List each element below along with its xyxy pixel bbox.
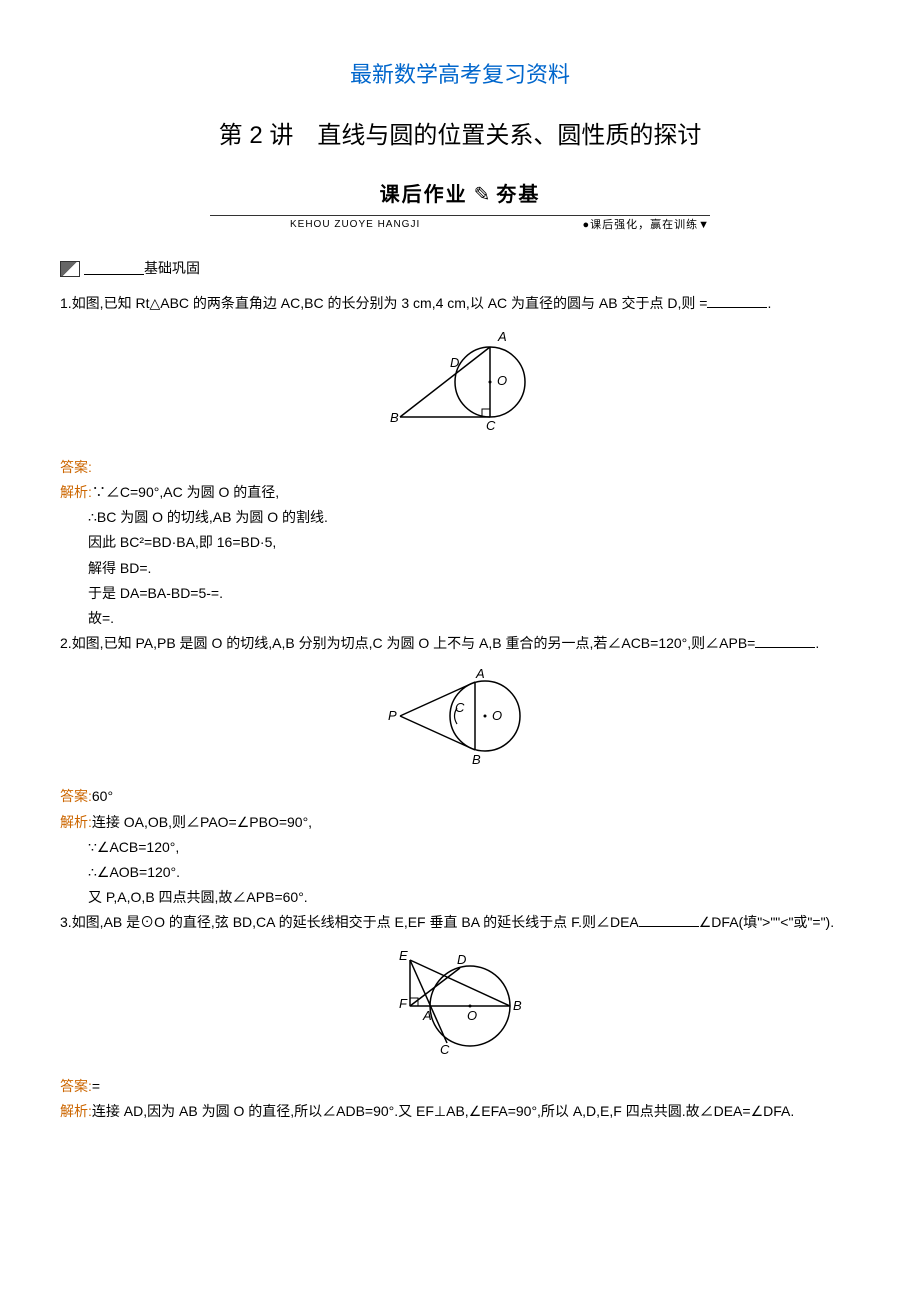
q3-blank	[639, 912, 699, 927]
svg-text:F: F	[399, 996, 408, 1011]
q3-figure: E D F A O B C	[60, 946, 860, 1064]
diameter-chord-icon: E D F A O B C	[375, 946, 545, 1056]
q2-text: 如图,已知 PA,PB 是圆 O 的切线,A,B 分别为切点,C 为圆 O 上不…	[72, 635, 756, 651]
analysis-label: 解析:	[60, 1103, 92, 1119]
svg-text:A: A	[475, 666, 485, 681]
svg-text:O: O	[492, 708, 502, 723]
q1-analysis: 解析:∵∠C=90°,AC 为圆 O 的直径,	[60, 480, 860, 505]
q1-suffix: .	[767, 295, 771, 311]
banner-pinyin: KEHOU ZUOYE HANGJI	[290, 216, 420, 236]
q1-a4: 解得 BD=.	[60, 556, 860, 581]
question-1: 1.如图,已知 Rt△ABC 的两条直角边 AC,BC 的长分别为 3 cm,4…	[60, 291, 860, 316]
main-title: 最新数学高考复习资料	[60, 55, 860, 95]
svg-text:D: D	[457, 952, 466, 967]
svg-text:B: B	[472, 752, 481, 766]
q1-a3: 因此 BC²=BD·BA,即 16=BD·5,	[60, 530, 860, 555]
q3-a1: 连接 AD,因为 AB 为圆 O 的直径,所以∠ADB=90°.又 EF⊥AB,…	[92, 1103, 794, 1119]
svg-text:D: D	[450, 355, 459, 370]
q1-text: 如图,已知 Rt△ABC 的两条直角边 AC,BC 的长分别为 3 cm,4 c…	[72, 295, 708, 311]
q2-a2: ∵∠ACB=120°,	[60, 835, 860, 860]
q1-blank	[707, 293, 767, 308]
svg-text:C: C	[486, 418, 496, 433]
banner-left: 课后作业	[380, 177, 468, 213]
section-label: 基础巩固	[144, 256, 200, 281]
banner-right: 夯基	[496, 177, 540, 213]
circle-triangle-icon: A D O B C	[380, 327, 540, 437]
q2-blank	[755, 633, 815, 648]
q3-answer: 答案:=	[60, 1074, 860, 1099]
question-2: 2.如图,已知 PA,PB 是圆 O 的切线,A,B 分别为切点,C 为圆 O …	[60, 631, 860, 656]
homework-banner: 课后作业 ✎ 夯基 KEHOU ZUOYE HANGJI ●课后强化，赢在训练▼	[210, 177, 710, 236]
q2-analysis: 解析:连接 OA,OB,则∠PAO=∠PBO=90°,	[60, 810, 860, 835]
q1-a1: ∵∠C=90°,AC 为圆 O 的直径,	[92, 484, 279, 500]
section-underline	[84, 262, 144, 275]
svg-text:C: C	[455, 700, 465, 715]
banner-note: ●课后强化，赢在训练▼	[582, 216, 710, 236]
question-3: 3.如图,AB 是⊙O 的直径,弦 BD,CA 的延长线相交于点 E,EF 垂直…	[60, 910, 860, 935]
analysis-label: 解析:	[60, 484, 92, 500]
section-header: 基础巩固	[60, 256, 860, 281]
svg-text:O: O	[467, 1008, 477, 1023]
sub-title: 第 2 讲 直线与圆的位置关系、圆性质的探讨	[60, 114, 860, 157]
q2-a4: 又 P,A,O,B 四点共圆,故∠APB=60°.	[60, 885, 860, 910]
svg-text:E: E	[399, 948, 408, 963]
svg-text:B: B	[390, 410, 399, 425]
q2-answer: 答案:60°	[60, 784, 860, 809]
q3-text-a: 如图,AB 是⊙O 的直径,弦 BD,CA 的延长线相交于点 E,EF 垂直 B…	[72, 914, 639, 930]
svg-text:A: A	[497, 329, 507, 344]
q1-answer: 答案:	[60, 455, 860, 480]
svg-text:O: O	[497, 373, 507, 388]
q1-figure: A D O B C	[60, 327, 860, 445]
q2-num: 2.	[60, 635, 72, 651]
q1-a5: 于是 DA=BA-BD=5-=.	[60, 581, 860, 606]
svg-text:C: C	[440, 1042, 450, 1056]
q3-answer-val: =	[92, 1078, 100, 1094]
q1-a2: ∴BC 为圆 O 的切线,AB 为圆 O 的割线.	[60, 505, 860, 530]
answer-label: 答案:	[60, 459, 92, 475]
q2-suffix: .	[815, 635, 819, 651]
q2-answer-val: 60°	[92, 788, 113, 804]
q3-analysis: 解析:连接 AD,因为 AB 为圆 O 的直径,所以∠ADB=90°.又 EF⊥…	[60, 1099, 860, 1124]
q3-num: 3.	[60, 914, 72, 930]
q1-a6: 故=.	[60, 606, 860, 631]
tangent-circle-icon: P A C O B	[380, 666, 540, 766]
pencil-icon: ✎	[474, 177, 491, 213]
q3-text-b: ∠DFA(填">""<"或"=").	[699, 914, 834, 930]
flag-icon	[60, 261, 80, 277]
svg-text:A: A	[422, 1008, 432, 1023]
q2-figure: P A C O B	[60, 666, 860, 774]
svg-text:B: B	[513, 998, 522, 1013]
svg-text:P: P	[388, 708, 397, 723]
answer-label: 答案:	[60, 788, 92, 804]
analysis-label: 解析:	[60, 814, 92, 830]
q1-num: 1.	[60, 295, 72, 311]
q2-a1: 连接 OA,OB,则∠PAO=∠PBO=90°,	[92, 814, 312, 830]
q2-a3: ∴∠AOB=120°.	[60, 860, 860, 885]
answer-label: 答案:	[60, 1078, 92, 1094]
